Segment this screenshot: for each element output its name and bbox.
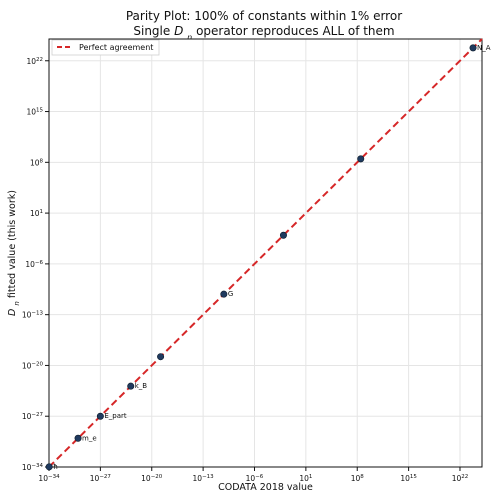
x-tick-exponent: 1: [309, 474, 313, 480]
x-tick-base: 10: [141, 474, 151, 483]
x-tick-exponent: 15: [410, 474, 417, 480]
data-point: [96, 412, 104, 420]
x-tick-exponent: −34: [48, 474, 60, 480]
y-tick-exponent: 22: [36, 57, 43, 63]
y-tick-base: 10: [26, 108, 36, 117]
data-point: [45, 463, 53, 471]
y-tick-base: 10: [26, 57, 36, 66]
y-tick-base: 10: [22, 311, 32, 320]
chart-title-line-2-subscript: n: [187, 33, 192, 42]
y-tick-label: 10−20: [22, 361, 44, 370]
data-point: [357, 155, 365, 163]
y-tick-label: 1022: [26, 57, 43, 66]
data-point-label: m_e: [82, 434, 97, 442]
data-point: [469, 44, 477, 52]
legend-box: [51, 39, 160, 56]
data-point-label: N_A: [477, 44, 491, 52]
y-tick-base: 10: [30, 158, 40, 167]
chart-title-line-2-symbol: D: [174, 24, 183, 38]
x-tick-base: 10: [90, 474, 100, 483]
y-tick-label: 10−27: [22, 412, 44, 421]
y-axis-label-suffix: fitted value (this work): [7, 190, 18, 298]
legend: Perfect agreement: [51, 39, 160, 56]
x-tick-base: 10: [400, 474, 410, 483]
x-tick-label: 10−20: [141, 474, 163, 483]
y-tick-base: 10: [22, 361, 32, 370]
data-point: [74, 434, 82, 442]
x-axis-label: CODATA 2018 value: [218, 482, 313, 493]
x-tick-exponent: −6: [255, 474, 264, 480]
perfect-agreement-line: [48, 38, 483, 468]
y-tick-exponent: −34: [31, 463, 43, 469]
y-tick-label: 108: [30, 158, 44, 167]
y-tick-exponent: 15: [36, 108, 43, 114]
x-tick-exponent: −20: [151, 474, 163, 480]
x-tick-base: 10: [193, 474, 203, 483]
x-tick-label: 10−27: [90, 474, 112, 483]
y-tick-exponent: 8: [40, 158, 44, 164]
x-tick-base: 10: [452, 474, 462, 483]
y-axis-label-symbol: D: [7, 309, 18, 316]
y-tick-base: 10: [22, 463, 32, 472]
y-tick-exponent: −27: [31, 412, 43, 418]
grid-layer: [48, 39, 482, 468]
x-tick-exponent: −13: [202, 474, 214, 480]
chart-title-line-1: Parity Plot: 100% of constants within 1%…: [126, 9, 402, 23]
data-point-label: G: [228, 290, 233, 298]
x-tick-base: 10: [351, 474, 361, 483]
y-tick-label: 10−13: [22, 311, 44, 320]
x-tick-label: 108: [351, 474, 365, 483]
series-layer: [45, 38, 483, 471]
x-tick-exponent: −27: [99, 474, 111, 480]
y-tick-exponent: −20: [31, 361, 43, 367]
y-tick-label: 1015: [26, 108, 43, 117]
y-tick-exponent: −13: [31, 311, 43, 317]
x-tick-exponent: 22: [461, 474, 468, 480]
labels-layer: ħ m_e E_part k_B G N_A: [53, 44, 491, 471]
x-tick-label: 10−6: [246, 474, 264, 483]
data-point: [157, 353, 165, 361]
x-tick-label: 10−34: [38, 474, 60, 483]
legend-label: Perfect agreement: [79, 43, 153, 52]
x-tick-label: 1022: [452, 474, 469, 483]
x-tick-base: 10: [38, 474, 48, 483]
y-tick-base: 10: [30, 209, 40, 218]
chart-title-line-2: Single D n operator reproduces ALL of th…: [133, 24, 394, 42]
chart-title-line-2-suffix: operator reproduces ALL of them: [196, 24, 395, 38]
data-point: [279, 231, 287, 239]
y-tick-base: 10: [25, 260, 35, 269]
y-axis-label-subscript: n: [13, 301, 21, 305]
y-tick-label: 10−6: [25, 260, 43, 269]
y-tick-label: 10−34: [22, 463, 44, 472]
x-tick-label: 1015: [400, 474, 417, 483]
data-point-label: k_B: [135, 382, 148, 390]
x-tick-base: 10: [299, 474, 309, 483]
x-tick-base: 10: [246, 474, 256, 483]
data-point-label: E_part: [104, 412, 127, 420]
y-tick-base: 10: [22, 412, 32, 421]
y-tick-exponent: 1: [40, 209, 44, 215]
y-axis-label: D n fitted value (this work): [7, 190, 21, 316]
y-tick-exponent: −6: [35, 260, 44, 266]
plot-frame: [48, 38, 483, 468]
x-tick-label: 101: [299, 474, 312, 483]
data-point: [127, 382, 135, 390]
axes-layer: [48, 38, 483, 468]
x-tick-label: 10−13: [193, 474, 215, 483]
data-point-label: ħ: [53, 463, 58, 471]
ticks-layer: 10−34 10−27 10−20 10−13 10−6 101 108 1015 102210…: [22, 57, 468, 483]
data-point: [220, 290, 228, 298]
x-tick-exponent: 8: [360, 474, 364, 480]
y-tick-label: 101: [30, 209, 43, 218]
chart-title-line-2-prefix: Single: [133, 24, 174, 38]
